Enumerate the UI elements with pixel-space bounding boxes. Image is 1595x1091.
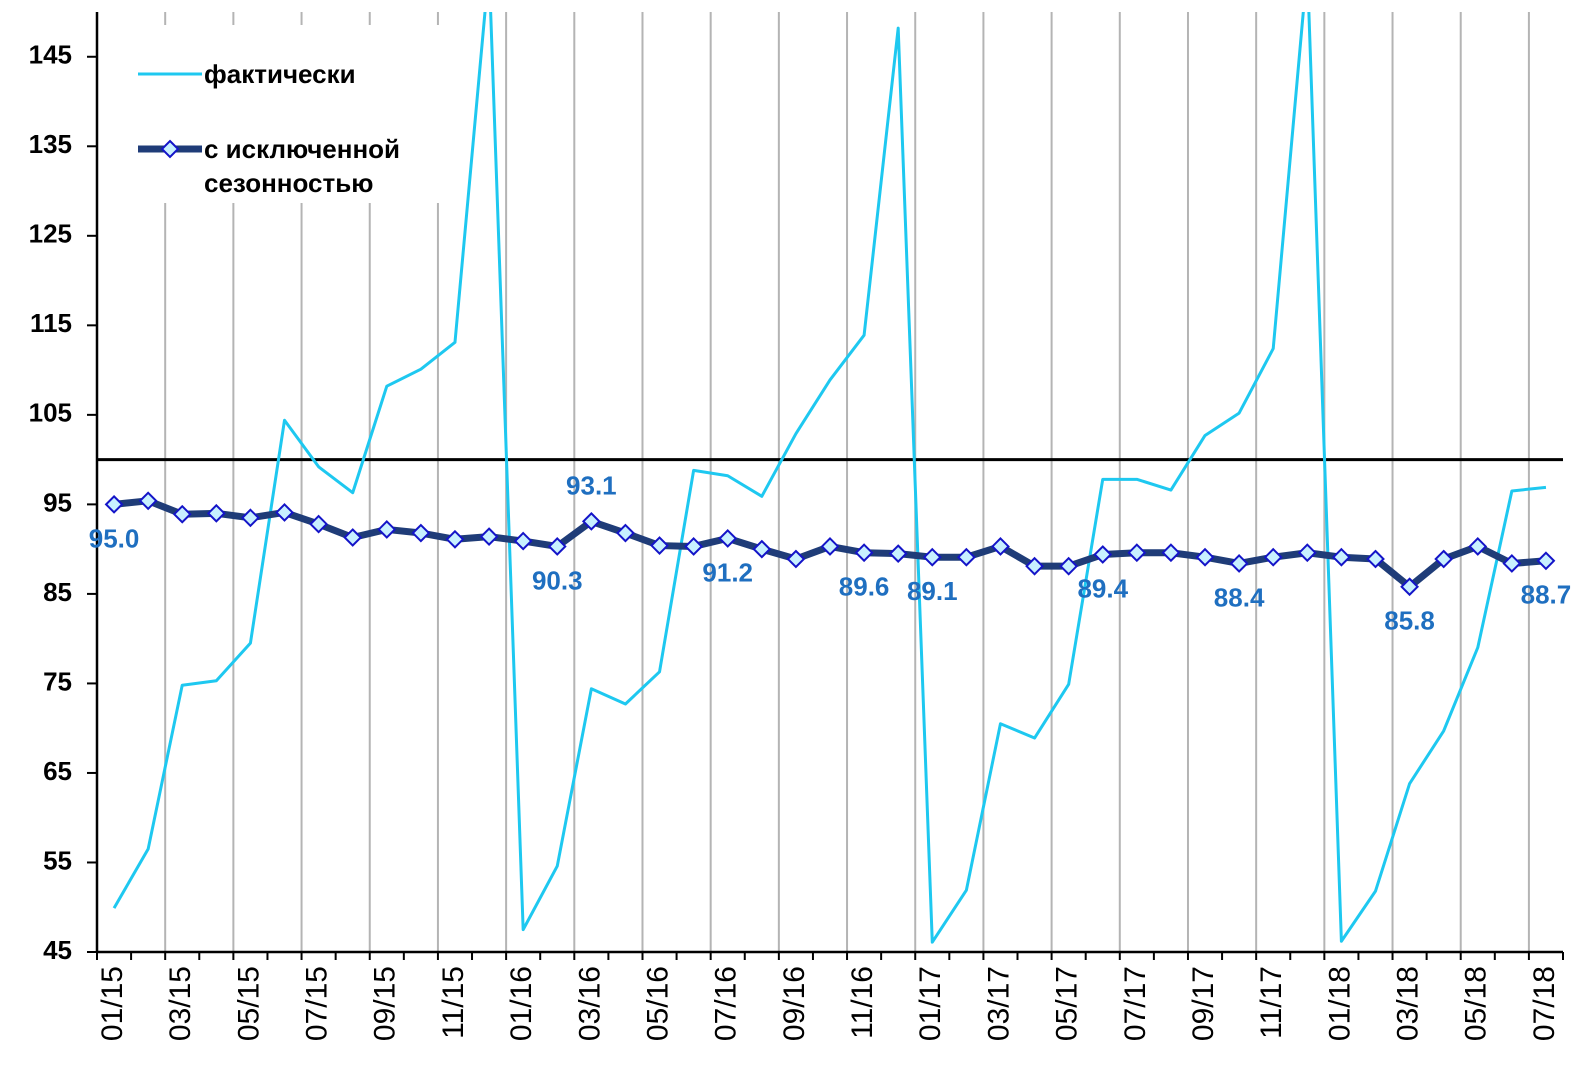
marker bbox=[445, 529, 465, 549]
marker bbox=[138, 491, 158, 511]
marker bbox=[377, 520, 397, 539]
legend: фактически с исключенной сезонностью bbox=[112, 25, 462, 203]
x-tick-label: 09/15 bbox=[369, 966, 402, 1041]
x-tick-label: 07/17 bbox=[1119, 966, 1152, 1041]
x-tick-label: 03/15 bbox=[164, 966, 197, 1041]
marker bbox=[1536, 551, 1556, 571]
y-tick-label: 55 bbox=[43, 845, 72, 875]
data-label: 89.6 bbox=[839, 572, 890, 602]
data-label: 93.1 bbox=[566, 470, 617, 500]
x-tick-label: 03/16 bbox=[573, 966, 606, 1041]
x-tick-label: 07/15 bbox=[301, 966, 334, 1041]
marker bbox=[956, 547, 976, 567]
marker bbox=[411, 523, 431, 543]
marker bbox=[786, 549, 806, 569]
legend-label: с исключенной сезонностью bbox=[204, 134, 401, 198]
marker bbox=[1161, 543, 1181, 563]
data-label: 91.2 bbox=[702, 557, 753, 587]
x-tick-label: 05/18 bbox=[1460, 966, 1493, 1041]
data-label: 89.4 bbox=[1077, 573, 1128, 603]
marker bbox=[1059, 556, 1079, 576]
legend-swatch bbox=[138, 139, 202, 159]
y-tick-label: 45 bbox=[43, 935, 72, 965]
legend-entry: с исключенной сезонностью bbox=[112, 132, 444, 200]
marker bbox=[1400, 577, 1419, 597]
marker bbox=[854, 543, 874, 563]
data-label: 88.7 bbox=[1521, 580, 1572, 610]
legend-label: фактически bbox=[204, 59, 356, 89]
y-tick-label: 115 bbox=[30, 308, 72, 338]
marker bbox=[275, 503, 294, 522]
marker bbox=[1297, 543, 1317, 563]
marker bbox=[1025, 556, 1044, 576]
legend-swatch bbox=[138, 72, 202, 76]
marker bbox=[616, 523, 635, 543]
data-label: 89.1 bbox=[907, 576, 958, 606]
marker bbox=[172, 504, 192, 524]
x-tick-label: 01/18 bbox=[1323, 966, 1356, 1041]
marker bbox=[650, 536, 669, 555]
x-tick-label: 11/17 bbox=[1255, 966, 1288, 1039]
x-tick-label: 11/16 bbox=[846, 966, 879, 1039]
legend-marker bbox=[160, 139, 180, 159]
marker bbox=[718, 528, 738, 548]
x-tick-label: 03/17 bbox=[982, 966, 1015, 1041]
marker bbox=[343, 528, 363, 547]
marker bbox=[309, 514, 329, 534]
series bbox=[112, 12, 1547, 944]
x-tick-label: 05/16 bbox=[641, 966, 674, 1041]
marker bbox=[241, 508, 260, 528]
marker bbox=[513, 531, 533, 551]
y-tick-label: 125 bbox=[29, 219, 72, 249]
x-tick-label: 01/16 bbox=[505, 966, 538, 1041]
x-tick-label: 11/15 bbox=[437, 966, 470, 1039]
marker bbox=[1331, 547, 1351, 567]
marker bbox=[1093, 545, 1113, 564]
marker bbox=[1434, 549, 1454, 569]
marker bbox=[104, 494, 124, 514]
x-tick-label: 09/16 bbox=[778, 966, 811, 1041]
data-label: 90.3 bbox=[532, 565, 583, 595]
x-tick-label: 09/17 bbox=[1187, 966, 1220, 1041]
marker bbox=[479, 527, 499, 547]
x-tick-label: 01/15 bbox=[96, 966, 129, 1041]
y-tick-label: 105 bbox=[29, 398, 72, 428]
x-tick-label: 03/18 bbox=[1392, 966, 1425, 1041]
marker bbox=[752, 539, 772, 559]
series-line bbox=[112, 12, 1547, 944]
data-label: 88.4 bbox=[1214, 582, 1265, 612]
marker bbox=[1468, 537, 1488, 556]
x-tick-label: 05/15 bbox=[232, 966, 265, 1041]
marker bbox=[206, 503, 226, 523]
marker bbox=[1502, 554, 1522, 573]
marker bbox=[922, 547, 942, 567]
data-label: 85.8 bbox=[1384, 606, 1435, 636]
series bbox=[104, 491, 1556, 597]
y-tick-label: 75 bbox=[43, 666, 72, 696]
marker bbox=[547, 537, 567, 556]
marker bbox=[684, 537, 704, 556]
marker bbox=[1127, 543, 1147, 563]
legend-entry: фактически bbox=[112, 57, 444, 91]
marker bbox=[1195, 547, 1215, 567]
x-tick-label: 01/17 bbox=[914, 966, 947, 1041]
data-label: 95.0 bbox=[89, 523, 140, 553]
marker bbox=[1366, 549, 1385, 569]
x-tick-label: 07/16 bbox=[710, 966, 743, 1041]
x-tick-label: 05/17 bbox=[1051, 966, 1084, 1041]
marker bbox=[888, 544, 908, 564]
y-tick-label: 65 bbox=[43, 756, 72, 786]
marker bbox=[1263, 547, 1283, 567]
marker bbox=[1229, 554, 1249, 573]
y-tick-label: 135 bbox=[29, 129, 72, 159]
marker bbox=[991, 537, 1010, 556]
y-tick-label: 85 bbox=[43, 577, 72, 607]
y-tick-label: 95 bbox=[43, 487, 72, 517]
y-tick-label: 145 bbox=[29, 40, 72, 70]
x-tick-label: 07/18 bbox=[1528, 966, 1561, 1041]
marker bbox=[581, 511, 601, 531]
marker bbox=[820, 537, 840, 556]
